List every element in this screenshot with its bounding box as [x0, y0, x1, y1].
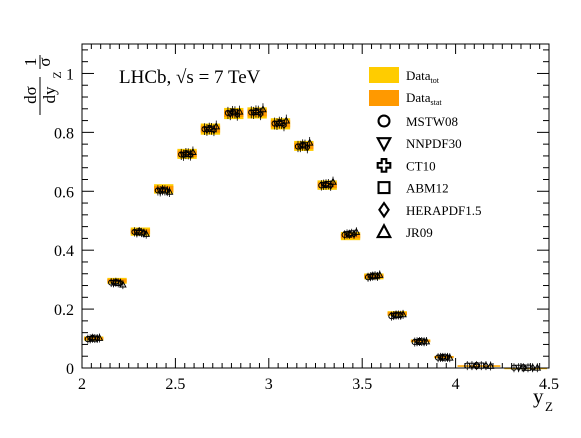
theory-point-herapdf1-5 — [529, 363, 536, 372]
theory-point-jr09 — [235, 107, 244, 115]
theory-point-jr09 — [282, 116, 291, 124]
legend-label-abm12: ABM12 — [406, 181, 449, 196]
theory-markers-group — [84, 103, 542, 373]
x-tick-label: 3 — [265, 376, 273, 393]
theory-point-jr09 — [259, 105, 267, 113]
theory-point-herapdf1-5 — [257, 110, 264, 119]
y-axis-label-fraction-numerator: 1 — [21, 58, 40, 67]
legend-marker-shape-nnpdf30 — [375, 137, 393, 153]
y-tick-label: 0.2 — [54, 302, 74, 319]
theory-point-jr09 — [142, 229, 151, 237]
x-tick-label: 2.5 — [165, 376, 185, 393]
theory-point-herapdf1-5 — [397, 311, 404, 320]
theory-point-nnpdf30 — [343, 231, 351, 239]
theory-point-jr09 — [212, 122, 221, 130]
axis-ticks-group — [81, 44, 550, 369]
theory-point-herapdf1-5 — [187, 150, 194, 160]
legend-marker-ct10 — [376, 158, 392, 173]
data-stat-band — [410, 339, 431, 343]
theory-point-jr09 — [119, 280, 127, 288]
tick-labels-group: 2 2.5 3 3.5 4 4.5 0 0.2 0.4 0.6 0.8 1 — [54, 66, 559, 393]
theory-point-nnpdf30 — [436, 354, 445, 362]
y-axis-label-denominator: dy — [40, 86, 59, 104]
theory-point-jr09 — [352, 227, 361, 235]
y-tick-label: 0.8 — [54, 125, 74, 142]
x-axis-label-subscript: Z — [545, 399, 553, 414]
theory-point-herapdf1-5 — [234, 110, 241, 119]
theory-point-ct10 — [322, 180, 330, 188]
theory-point-herapdf1-5 — [351, 230, 357, 239]
data-stat-band — [177, 150, 197, 158]
legend-marker-shape-mstw08 — [377, 114, 391, 128]
x-axis-label-main: y — [533, 384, 544, 408]
data-stat-band — [200, 125, 221, 133]
theory-point-herapdf1-5 — [374, 272, 381, 281]
y-axis-label-numerator: dσ — [21, 86, 40, 104]
y-tick-label: 0 — [66, 361, 74, 378]
legend-label-nnpdf30: NNPDF30 — [406, 136, 462, 151]
legend-marker-shape-jr09 — [375, 223, 393, 239]
y-tick-label: 0.4 — [54, 243, 74, 260]
x-axis-label: y Z — [533, 384, 553, 414]
legend: Datatot Datastat MSTW08 NNPDF30 CT10 ABM12 H… — [369, 67, 482, 240]
legend-data-tot-swatch — [369, 67, 399, 83]
y-tick-label: 1 — [66, 66, 74, 83]
data-stat-band — [317, 182, 337, 189]
legend-label-ct10: CT10 — [406, 158, 436, 173]
theory-point-herapdf1-5 — [304, 143, 311, 152]
theory-point-ct10 — [345, 230, 353, 238]
x-tick-label: 4.5 — [539, 376, 559, 393]
theory-point-jr09 — [165, 187, 174, 195]
theory-point-herapdf1-5 — [483, 361, 489, 370]
theory-point-jr09 — [189, 147, 197, 155]
experiment-annotation: LHCb, √s = 7 TeV — [119, 67, 261, 88]
legend-marker-shape-ct10 — [376, 158, 392, 173]
theory-point-jr09 — [375, 270, 384, 278]
legend-marker-shape-herapdf1-5 — [378, 201, 390, 219]
x-tick-label: 3.5 — [352, 376, 372, 393]
legend-marker-herapdf1-5 — [378, 201, 390, 219]
theory-point-jr09 — [533, 363, 542, 371]
legend-data-tot-label: Datatot — [406, 68, 440, 85]
legend-label-mstw08: MSTW08 — [406, 114, 458, 129]
y-axis-label: 1 σ dσ dy Z — [21, 55, 64, 115]
x-tick-label: 2 — [78, 376, 86, 393]
x-tick-label: 4 — [452, 376, 460, 393]
theory-point-jr09 — [422, 337, 431, 345]
y-tick-label: 0.6 — [54, 184, 74, 201]
theory-point-ct10 — [369, 272, 377, 280]
theory-point-ct10 — [473, 362, 481, 370]
theory-point-jr09 — [305, 138, 314, 146]
legend-marker-jr09 — [375, 223, 393, 239]
legend-theory-entries: MSTW08 NNPDF30 CT10 ABM12 HERAPDF1.5 JR09 — [375, 114, 482, 240]
legend-label-herapdf1-5: HERAPDF1.5 — [406, 203, 482, 218]
theory-point-jr09 — [399, 310, 407, 318]
data-stat-band — [84, 337, 104, 340]
legend-marker-nnpdf30 — [375, 137, 393, 153]
legend-marker-abm12 — [377, 181, 391, 195]
y-axis-label-subscript: Z — [50, 71, 64, 78]
data-bands-group — [84, 107, 547, 370]
theory-point-herapdf1-5 — [94, 334, 100, 343]
data-stat-band — [364, 274, 384, 279]
legend-data-stat-swatch — [369, 90, 399, 106]
theory-point-jr09 — [445, 353, 454, 361]
legend-label-jr09: JR09 — [406, 225, 433, 240]
legend-data-stat-label: Datastat — [406, 90, 442, 107]
theory-point-herapdf1-5 — [281, 121, 287, 130]
theory-point-jr09 — [329, 177, 337, 185]
data-stat-band — [434, 356, 454, 358]
legend-marker-shape-abm12 — [377, 181, 391, 195]
legend-marker-mstw08 — [377, 114, 391, 128]
theory-point-ct10 — [519, 364, 527, 372]
data-stat-band — [130, 229, 151, 234]
y-axis-label-fraction-denominator: σ — [35, 57, 54, 66]
theory-point-jr09 — [95, 333, 104, 341]
